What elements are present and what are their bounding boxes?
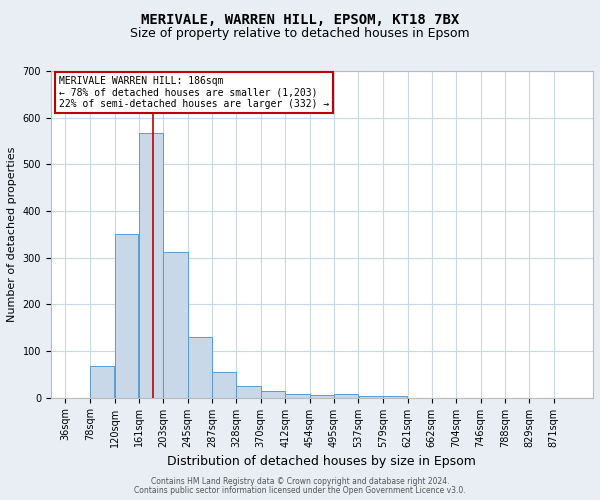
Bar [236,386,260,398]
Text: Size of property relative to detached houses in Epsom: Size of property relative to detached ho… [130,28,470,40]
Bar [286,394,310,398]
Bar [139,133,163,398]
Bar [359,396,383,398]
Text: MERIVALE WARREN HILL: 186sqm
← 78% of detached houses are smaller (1,203)
22% of: MERIVALE WARREN HILL: 186sqm ← 78% of de… [59,76,329,109]
Bar [310,396,334,398]
Bar [163,252,188,398]
Bar [261,390,285,398]
Text: MERIVALE, WARREN HILL, EPSOM, KT18 7BX: MERIVALE, WARREN HILL, EPSOM, KT18 7BX [141,12,459,26]
Text: Contains HM Land Registry data © Crown copyright and database right 2024.: Contains HM Land Registry data © Crown c… [151,477,449,486]
Bar [90,366,115,398]
Bar [334,394,358,398]
X-axis label: Distribution of detached houses by size in Epsom: Distribution of detached houses by size … [167,455,476,468]
Bar [383,396,407,398]
Bar [188,337,212,398]
Bar [212,372,236,398]
Text: Contains public sector information licensed under the Open Government Licence v3: Contains public sector information licen… [134,486,466,495]
Bar [115,234,139,398]
Y-axis label: Number of detached properties: Number of detached properties [7,146,17,322]
